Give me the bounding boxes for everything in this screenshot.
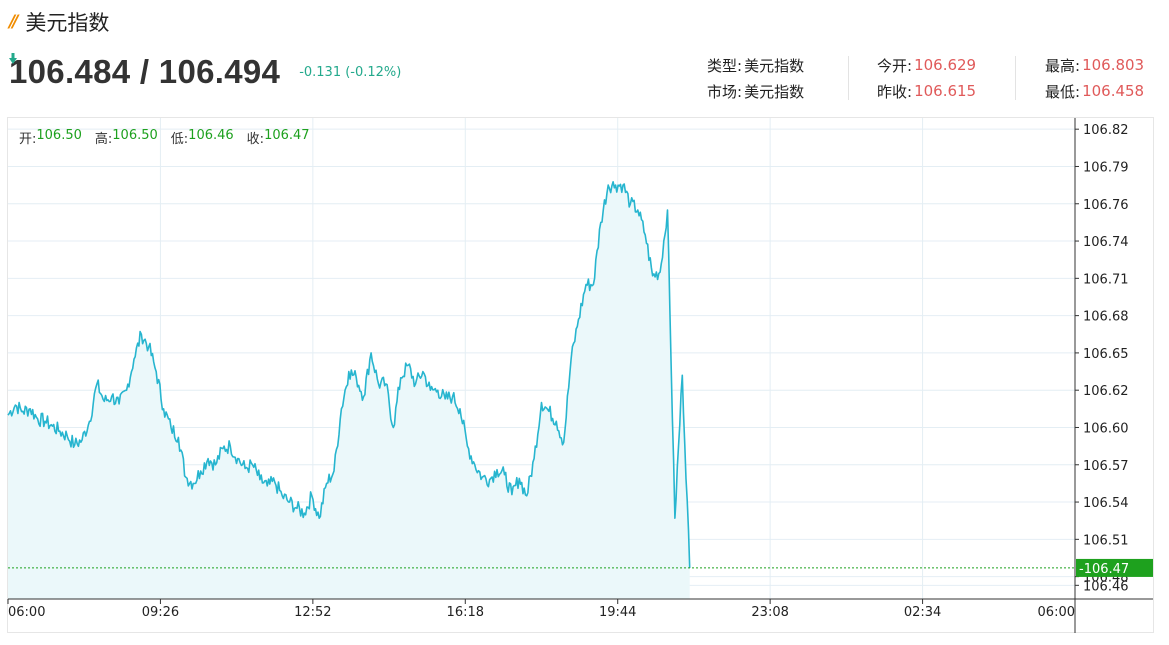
- open-value: 106.629: [914, 56, 977, 74]
- y-tick-label: 106.68: [1083, 310, 1129, 325]
- stats-high-low: 最高: 106.803 最低: 106.458: [1045, 52, 1144, 104]
- x-tick-label: 12:52: [294, 605, 331, 620]
- low-label: 最低:: [1045, 82, 1081, 101]
- price-area: [8, 181, 690, 600]
- ohlc-open-label: 开:: [19, 132, 37, 147]
- stats-divider: [848, 56, 849, 100]
- prev-close-label: 昨收:: [877, 82, 913, 101]
- prev-close-value: 106.615: [914, 82, 977, 100]
- low-value: 106.458: [1082, 82, 1145, 100]
- ohlc-high-label: 高:: [94, 132, 113, 147]
- stats-type-market: 类型: 美元指数 市场: 美元指数: [707, 52, 804, 104]
- y-tick-label: 106.51: [1083, 533, 1129, 548]
- x-tick-label: 23:08: [751, 605, 788, 620]
- ohlc-low-label: 低:: [170, 132, 189, 147]
- ohlc-close-value: 106.47: [264, 128, 310, 143]
- y-tick-label: 106.46: [1083, 579, 1129, 594]
- price-line: [7, 181, 691, 568]
- x-tick-label: 19:44: [599, 605, 636, 620]
- title-mark-icon: //: [9, 12, 19, 32]
- ohlc-low-value: 106.46: [188, 128, 234, 143]
- y-tick-label: 106.65: [1083, 347, 1129, 362]
- y-tick-label: 106.74: [1083, 235, 1129, 250]
- bid-ask-price: 106.484 / 106.494: [9, 53, 281, 90]
- x-tick-label: 02:34: [904, 605, 941, 620]
- y-tick-label: 106.62: [1083, 384, 1129, 399]
- ohlc-open-value: 106.50: [36, 128, 82, 143]
- y-tick-label: 106.79: [1083, 160, 1129, 175]
- high-label: 最高:: [1045, 56, 1081, 75]
- x-tick-label: 06:00: [1038, 605, 1075, 620]
- market-label: 市场:: [707, 82, 743, 101]
- type-value: 美元指数: [744, 56, 805, 75]
- y-tick-label: 106.60: [1083, 421, 1129, 436]
- page-title: 美元指数: [25, 11, 110, 35]
- current-price-badge: [1076, 558, 1153, 577]
- y-tick-label: 106.54: [1083, 496, 1129, 511]
- high-value: 106.803: [1082, 56, 1145, 74]
- x-tick-label: 06:00: [8, 605, 45, 620]
- price-row: 106.484 / 106.494 -0.131 (-0.12%): [9, 53, 401, 91]
- x-tick-label: 16:18: [447, 605, 484, 620]
- chart-frame: [7, 117, 1154, 633]
- y-tick-label: 106.71: [1083, 272, 1129, 287]
- arrow-down-icon: [9, 53, 17, 64]
- stats-divider: [1015, 56, 1016, 100]
- y-tick-label: 106.82: [1083, 123, 1129, 138]
- x-tick-label: 09:26: [142, 605, 179, 620]
- type-label: 类型:: [707, 56, 743, 75]
- ohlc-close-label: 收:: [246, 132, 265, 147]
- market-value: 美元指数: [744, 82, 805, 101]
- ohlc-high-value: 106.50: [112, 128, 158, 143]
- stats-open-prev: 今开: 106.629 昨收: 106.615: [877, 52, 976, 104]
- price-change: -0.131 (-0.12%): [9, 53, 402, 80]
- y-tick-label: 106.57: [1083, 459, 1129, 474]
- y-tick-label: 106.76: [1083, 198, 1129, 213]
- current-price-label: -106.47: [1079, 562, 1129, 577]
- ohlc-readout: 开: 106.50 高: 106.50 低: 106.46 收: 106.47: [19, 128, 323, 147]
- title-row: // 美元指数: [9, 6, 109, 38]
- open-label: 今开:: [877, 56, 913, 75]
- price-change-text: -0.131 (-0.12%): [299, 64, 402, 80]
